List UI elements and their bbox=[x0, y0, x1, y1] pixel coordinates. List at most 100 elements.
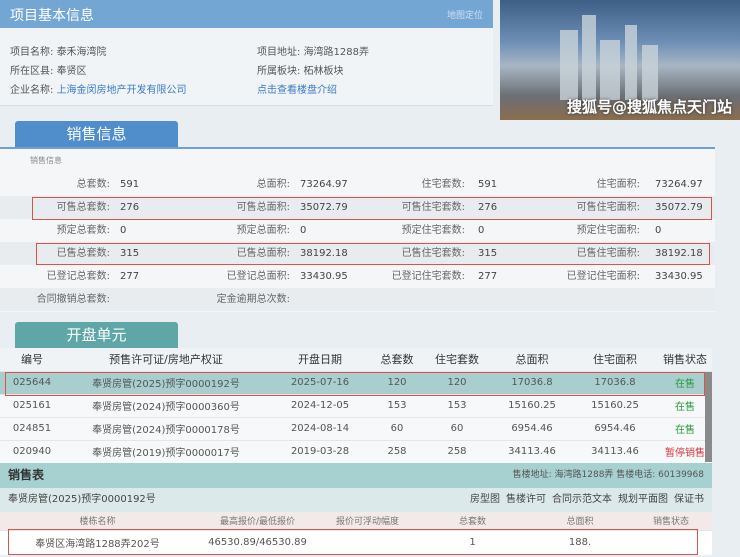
stat-label: 已售住宅面积: bbox=[576, 248, 640, 259]
sales-row: 可售总套数: 276 可售总面积: 35072.79 可售住宅套数: 276 可售住宅面积:… bbox=[0, 196, 715, 219]
stat-value: 276 bbox=[120, 202, 140, 213]
sales-row: 预定总套数: 0 预定总面积: 0 预定住宅套数: 0 预定住宅面积: 0 bbox=[0, 219, 715, 242]
column-header: 报价可浮动幅度 bbox=[320, 512, 415, 530]
building-row[interactable]: 奉贤区海湾路1288弄202号 46530.89/46530.89 1 188. bbox=[0, 529, 712, 555]
doc-link[interactable]: 合同示范文本 bbox=[552, 494, 612, 505]
unit-cell: 025161 bbox=[0, 393, 64, 417]
doc-link[interactable]: 保证书 bbox=[674, 494, 704, 505]
highlight-unit bbox=[5, 372, 705, 396]
column-header: 总面积 bbox=[530, 512, 630, 530]
sales-table-bar: 销售表 售楼地址: 海湾路1288弄 售楼电话: 60139968 bbox=[0, 463, 712, 488]
column-header[interactable]: 总套数 bbox=[372, 348, 422, 371]
stat-value: 591 bbox=[478, 179, 498, 190]
column-header[interactable]: 总面积 bbox=[492, 348, 572, 371]
stat-label: 总套数: bbox=[76, 179, 110, 190]
stat-value: 38192.18 bbox=[300, 248, 348, 259]
unit-cell: 2019-03-28 bbox=[268, 439, 372, 463]
stat-label: 已登记总套数: bbox=[46, 271, 110, 282]
doc-link[interactable]: 规划平面图 bbox=[618, 494, 668, 505]
stat-label: 住宅套数: bbox=[421, 179, 465, 190]
doc-link[interactable]: 房型图 bbox=[470, 494, 500, 505]
unit-cell: 020940 bbox=[0, 439, 64, 463]
stat-label: 预定住宅面积: bbox=[576, 225, 640, 236]
unit-cell: 奉贤房管(2019)预字0000017号 bbox=[64, 439, 268, 463]
stat-label: 预定住宅套数: bbox=[401, 225, 465, 236]
building-cell: 1 bbox=[415, 529, 530, 555]
unit-cell: 2024-12-05 bbox=[268, 393, 372, 417]
unit-cell: 2024-08-14 bbox=[268, 416, 372, 440]
stat-value: 0 bbox=[300, 225, 307, 236]
company-link[interactable]: 上海金闵房地产开发有限公司 bbox=[56, 85, 187, 96]
stat-value: 33430.95 bbox=[655, 271, 703, 282]
unit-cell: 34113.46 bbox=[492, 439, 572, 463]
unit-cell: 60 bbox=[422, 416, 492, 440]
stat-value: 38192.18 bbox=[655, 248, 703, 259]
status-badge: 在售 bbox=[658, 393, 712, 417]
scrollbar[interactable] bbox=[705, 372, 712, 462]
column-header[interactable]: 预售许可证/房地产权证 bbox=[64, 348, 268, 371]
status-badge: 在售 bbox=[658, 416, 712, 440]
sales-info-caption: 销售信息 bbox=[30, 156, 62, 165]
status-badge: 在售 bbox=[658, 370, 712, 394]
column-header[interactable]: 编号 bbox=[0, 348, 64, 371]
unit-cell: 258 bbox=[372, 439, 422, 463]
column-header[interactable]: 住宅面积 bbox=[572, 348, 658, 371]
stat-value: 33430.95 bbox=[300, 271, 348, 282]
stat-value: 73264.97 bbox=[655, 179, 703, 190]
project-photo bbox=[500, 0, 740, 120]
building-cell bbox=[630, 529, 712, 555]
sales-row: 合同撤销总套数: 定金逾期总次数: bbox=[0, 288, 715, 311]
doc-link[interactable]: 售楼许可 bbox=[506, 494, 546, 505]
unit-cell: 15160.25 bbox=[572, 393, 658, 417]
company: 企业名称: 上海金闵房地产开发有限公司 bbox=[10, 85, 187, 96]
block: 所属板块: 柘林板块 bbox=[257, 66, 344, 77]
unit-cell: 120 bbox=[372, 370, 422, 394]
column-header: 最高报价/最低报价 bbox=[195, 512, 320, 530]
unit-cell: 15160.25 bbox=[492, 393, 572, 417]
stat-value: 35072.79 bbox=[655, 202, 703, 213]
unit-row[interactable]: 020940 奉贤房管(2019)预字0000017号 2019-03-28 258 2… bbox=[0, 439, 712, 463]
unit-cell: 2025-07-16 bbox=[268, 370, 372, 394]
unit-cell: 17036.8 bbox=[572, 370, 658, 394]
stat-label: 已登记住宅套数: bbox=[391, 271, 465, 282]
permit-number: 奉贤房管(2025)预字0000192号 bbox=[8, 494, 156, 505]
tab-units[interactable]: 开盘单元 bbox=[15, 322, 178, 349]
sales-info-panel: 销售信息 总套数: 591 总面积: 73264.97 住宅套数: 591 住宅面积: 732… bbox=[0, 149, 715, 312]
building-cell: 188. bbox=[530, 529, 630, 555]
unit-cell: 奉贤房管(2024)预字0000178号 bbox=[64, 416, 268, 440]
section-title: 项目基本信息 bbox=[10, 8, 94, 24]
stat-value: 73264.97 bbox=[300, 179, 348, 190]
unit-row[interactable]: 025644 奉贤房管(2025)预字0000192号 2025-07-16 120 1… bbox=[0, 370, 712, 394]
column-header[interactable]: 开盘日期 bbox=[268, 348, 372, 371]
building-cell bbox=[320, 529, 415, 555]
building-cell: 46530.89/46530.89 bbox=[195, 529, 320, 555]
unit-cell: 17036.8 bbox=[492, 370, 572, 394]
stat-label: 定金逾期总次数: bbox=[216, 294, 290, 305]
unit-cell: 奉贤房管(2025)预字0000192号 bbox=[64, 370, 268, 394]
sales-row: 总套数: 591 总面积: 73264.97 住宅套数: 591 住宅面积: 73264.97 bbox=[0, 173, 715, 196]
highlight-building bbox=[8, 529, 698, 555]
unit-cell: 153 bbox=[372, 393, 422, 417]
tab-sales-info[interactable]: 销售信息 bbox=[15, 121, 178, 148]
unit-cell: 258 bbox=[422, 439, 492, 463]
project-info-header: 项目基本信息 地图定位 bbox=[0, 0, 493, 28]
column-header[interactable]: 销售状态 bbox=[658, 348, 712, 371]
intro-link[interactable]: 点击查看楼盘介绍 bbox=[257, 85, 337, 96]
stat-label: 可售住宅套数: bbox=[401, 202, 465, 213]
column-header: 楼栋名称 bbox=[0, 512, 195, 530]
unit-row[interactable]: 025161 奉贤房管(2024)预字0000360号 2024-12-05 153 1… bbox=[0, 393, 712, 417]
column-header[interactable]: 住宅套数 bbox=[422, 348, 492, 371]
sales-contact: 售楼地址: 海湾路1288弄 售楼电话: 60139968 bbox=[512, 470, 704, 480]
divider bbox=[0, 147, 715, 149]
unit-cell: 60 bbox=[372, 416, 422, 440]
stat-value: 0 bbox=[655, 225, 662, 236]
stat-label: 住宅面积: bbox=[596, 179, 640, 190]
stat-value: 277 bbox=[478, 271, 498, 282]
units-table: 编号 预售许可证/房地产权证 开盘日期 总套数 住宅套数 总面积 住宅面积 销售状态 02564… bbox=[0, 348, 712, 463]
stat-value: 0 bbox=[120, 225, 127, 236]
map-location-link[interactable]: 地图定位 bbox=[446, 11, 483, 21]
stat-label: 可售住宅面积: bbox=[576, 202, 640, 213]
unit-row[interactable]: 024851 奉贤房管(2024)预字0000178号 2024-08-14 60 60… bbox=[0, 416, 712, 440]
status-badge: 暂停销售 bbox=[658, 439, 712, 463]
stat-value: 591 bbox=[120, 179, 140, 190]
